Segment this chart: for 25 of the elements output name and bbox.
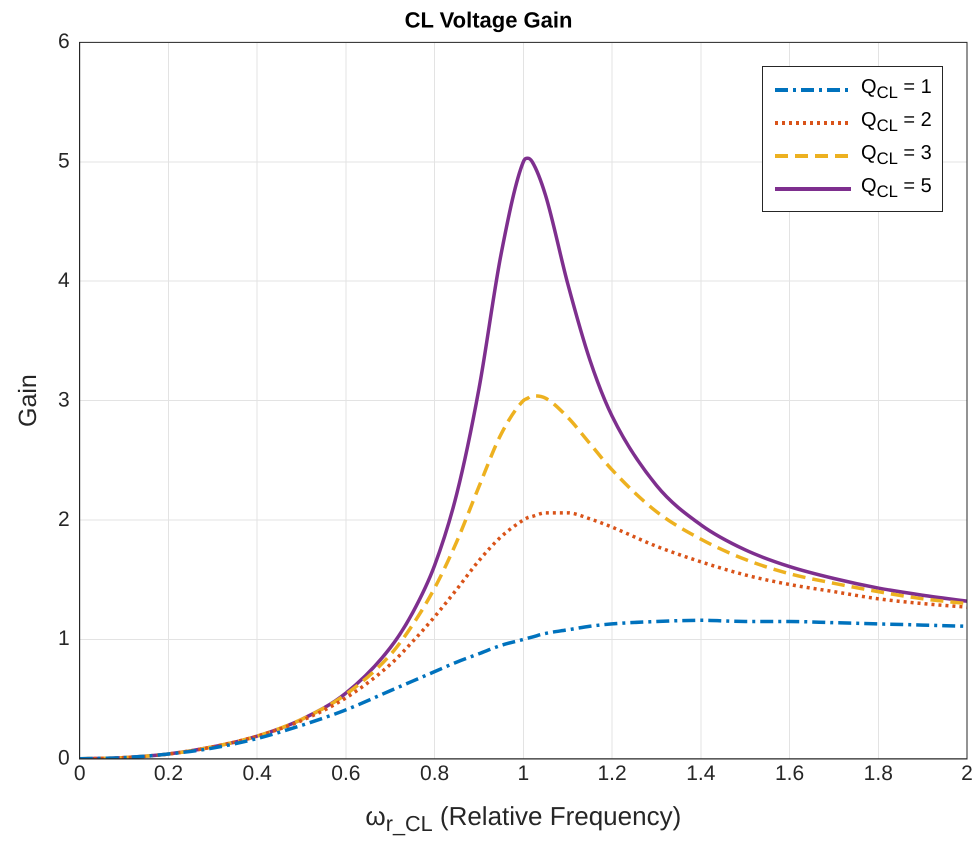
legend-label: Q$_{CL}$ = 2: [861, 109, 932, 136]
y-axis-title: Gain: [14, 374, 42, 428]
x-tick-label: 1: [517, 762, 530, 786]
x-tick-label: 1.6: [774, 762, 804, 786]
x-tick-label: 2: [961, 762, 973, 786]
x-tick-label: 1.8: [864, 762, 893, 786]
legend-label: Q$_{CL}$ = 5: [861, 175, 932, 202]
x-tick-label: 1.2: [597, 762, 627, 786]
x-tick-label: 0.4: [242, 762, 272, 786]
x-tick-label: 0.2: [154, 762, 184, 786]
x-tick-label: 0.6: [331, 762, 360, 786]
chart-title: CL Voltage Gain: [404, 7, 572, 32]
y-tick-label: 1: [58, 627, 70, 650]
legend-label: Q$_{CL}$ = 1: [861, 76, 932, 104]
y-tick-label: 3: [58, 388, 70, 412]
y-tick-label: 0: [58, 746, 70, 770]
x-axis-title: ω$_{r_CL}$ (Relative Frequency): [364, 800, 682, 837]
y-tick-label: 6: [58, 30, 70, 54]
legend-label: Q$_{CL}$ = 3: [861, 142, 932, 170]
y-tick-label: 2: [58, 508, 70, 531]
y-tick-label: 4: [58, 268, 70, 292]
x-tick-label: 1.4: [686, 762, 716, 786]
x-tick-label: 0: [74, 762, 86, 786]
x-tick-label: 0.8: [420, 762, 450, 786]
y-tick-label: 5: [58, 150, 70, 173]
